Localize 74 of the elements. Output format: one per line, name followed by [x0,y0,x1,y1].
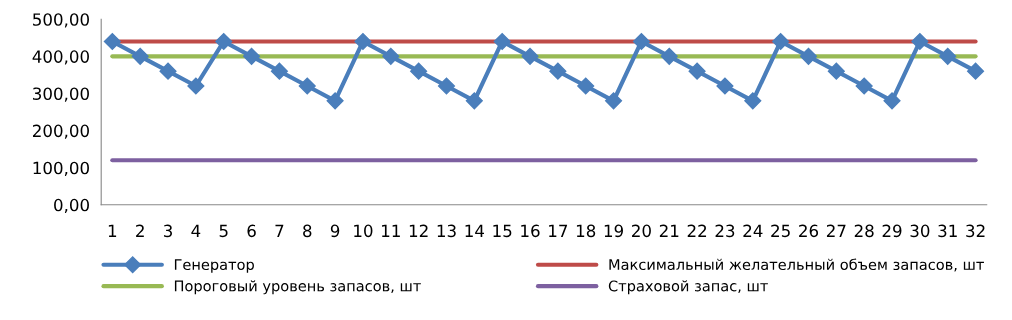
point [159,62,177,80]
point [382,47,400,65]
point [437,77,456,95]
x-tick-label: 26 [799,224,819,238]
x-tick-label: 29 [882,224,902,238]
point [605,92,623,110]
point [911,32,929,51]
point [967,62,985,80]
point [493,32,511,51]
x-tick-label: 2 [136,224,144,237]
y-tick-label: 200,00 [32,124,89,139]
x-tick-label: 4 [191,224,201,237]
x-tick-label: 13 [437,224,456,238]
point [298,77,316,95]
point [410,62,428,80]
x-tick-label: 28 [854,224,874,238]
y-tick-label: 400,00 [32,50,89,65]
point [270,62,288,80]
x-tick-label: 16 [521,224,540,238]
point [521,47,539,65]
x-tick-label: 30 [910,224,930,238]
x-tick-label: 6 [247,224,256,238]
legend-label: Страховой запас, шт [608,280,768,295]
y-tick-label: 500,00 [33,13,89,28]
y-tick-label: 0,00 [54,198,89,214]
point [716,77,734,95]
point [688,62,706,80]
x-tick-label: 31 [938,224,957,238]
legend-label: Генератор [174,259,254,273]
point [549,62,567,80]
point [883,92,901,110]
point [827,62,845,80]
point [131,47,149,65]
point [772,32,790,51]
x-tick-label: 5 [219,224,228,238]
y-tick-label: 100,00 [33,161,89,176]
point [243,47,261,65]
x-tick-label: 23 [715,224,735,238]
x-tick-label: 25 [771,224,790,238]
x-tick-label: 1 [108,224,117,237]
legend-label: Максимальный желательный объем запасов, шт [609,258,984,272]
x-tick-label: 15 [493,224,512,238]
point [103,32,121,51]
point [465,92,483,110]
x-tick-label: 19 [604,224,623,238]
x-tick-label: 24 [743,224,763,237]
point [187,77,205,95]
x-tick-label: 14 [465,224,484,237]
point [939,47,957,65]
point [215,32,233,51]
point [577,77,595,95]
point [855,77,873,95]
x-tick-label: 9 [330,224,340,238]
legend-label: Пороговый уровень запасов, шт [174,280,421,295]
x-tick-label: 18 [576,224,596,238]
x-tick-label: 32 [966,224,985,238]
x-tick-label: 7 [275,224,284,237]
x-tick-label: 21 [659,224,679,237]
x-tick-label: 27 [826,224,846,237]
x-tick-label: 8 [303,224,312,238]
x-tick-label: 12 [409,224,428,237]
x-tick-label: 11 [382,224,400,237]
x-tick-label: 17 [549,224,568,237]
x-tick-label: 20 [632,224,651,238]
point [632,32,650,51]
point [326,92,344,110]
x-tick-label: 3 [164,224,172,238]
point [660,47,678,65]
x-tick-label: 22 [687,224,707,237]
point [354,32,372,51]
point [799,47,818,65]
y-tick-label: 300,00 [33,87,89,102]
point [744,92,762,110]
x-tick-label: 10 [354,224,373,238]
